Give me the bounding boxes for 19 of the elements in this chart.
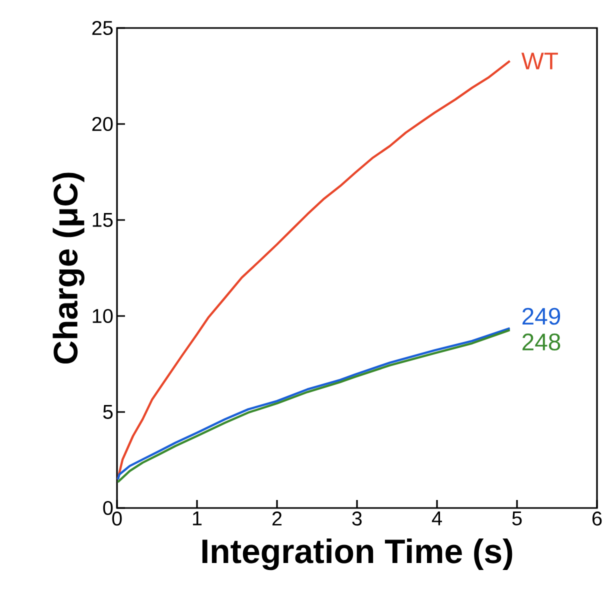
y-tick-label: 10: [92, 308, 113, 324]
series-label: WT: [521, 52, 558, 70]
x-tick-label: 3: [352, 512, 362, 526]
x-tick-label: 1: [192, 512, 202, 526]
x-tick-label: 5: [512, 512, 522, 526]
x-tick-label: 4: [432, 512, 442, 526]
x-tick-label: 0: [112, 512, 122, 526]
line-series: [116, 60, 511, 480]
y-tick-label: 5: [103, 405, 113, 419]
y-tick-label: 25: [92, 20, 113, 36]
x-axis-title: Integration Time (s): [202, 538, 512, 570]
series-label: 248: [522, 334, 560, 350]
series-label: 249: [522, 308, 560, 325]
x-tick-label: 6: [592, 512, 602, 526]
y-tick-label: 15: [92, 213, 113, 227]
x-tick-label: 2: [272, 512, 282, 526]
y-axis-title: Charge (μC): [52, 172, 84, 364]
y-tick-label: 0: [103, 500, 113, 516]
y-tick-label: 20: [92, 116, 113, 132]
